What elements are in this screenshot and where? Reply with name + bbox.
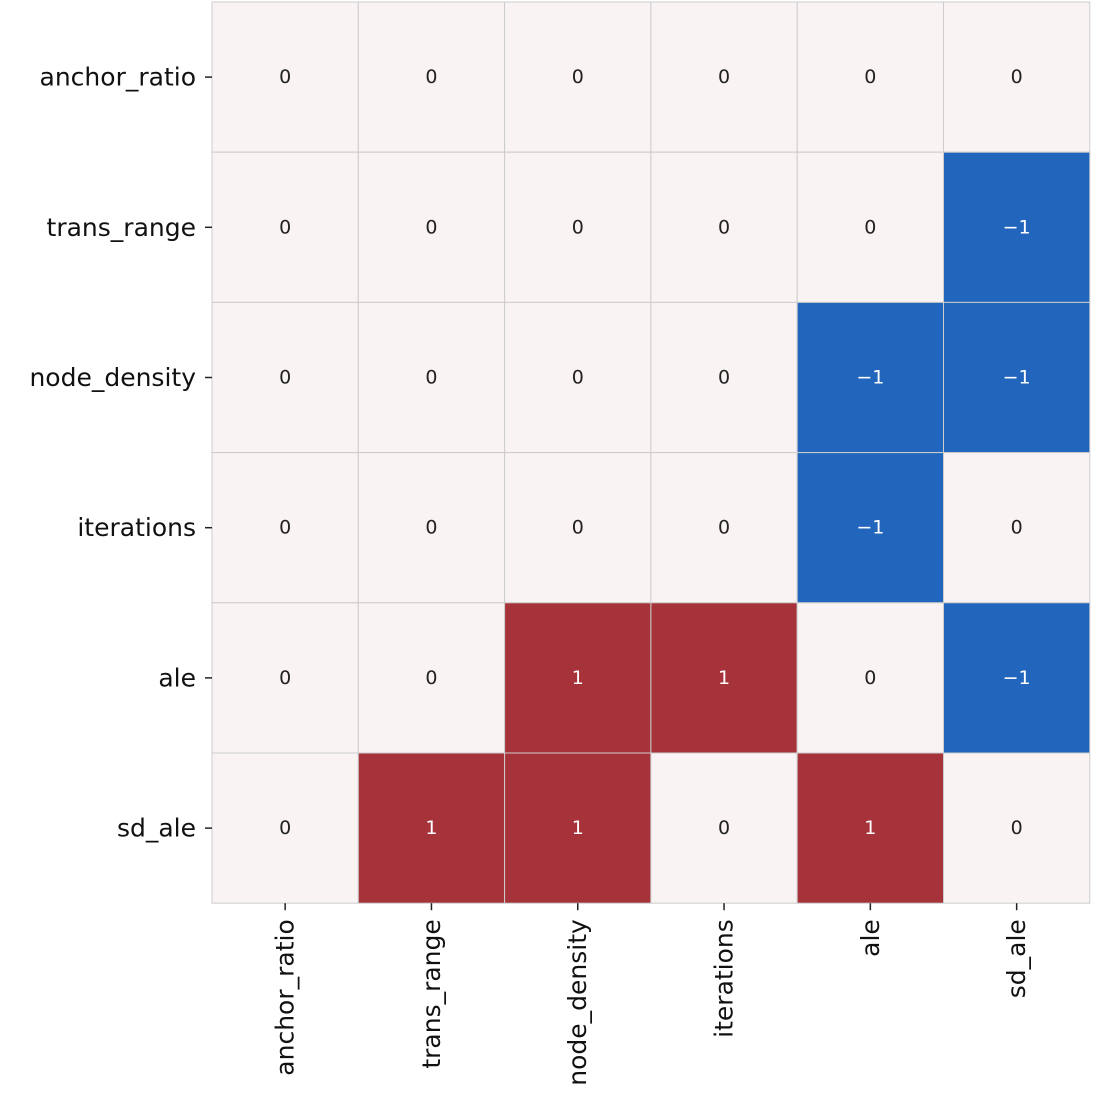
x-tick-label-0: anchor_ratio xyxy=(271,919,300,1075)
heatmap-cell-r3-c5 xyxy=(943,452,1091,604)
cell-value-r5-c4: 1 xyxy=(864,817,876,839)
cell-value-r4-c0: 0 xyxy=(279,667,291,689)
cell-value-r5-c5: 0 xyxy=(1011,817,1023,839)
cell-value-r4-c5: −1 xyxy=(1003,667,1031,689)
cell-value-r5-c2: 1 xyxy=(572,817,584,839)
cell-value-r3-c1: 0 xyxy=(425,517,437,539)
heatmap-cell-r5-c0 xyxy=(211,752,359,904)
y-tick-label-2: node_density xyxy=(29,363,196,392)
cell-value-r2-c1: 0 xyxy=(425,367,437,389)
heatmap-cell-r1-c0 xyxy=(211,151,359,303)
cell-value-r5-c0: 0 xyxy=(279,817,291,839)
cell-value-r2-c3: 0 xyxy=(718,367,730,389)
heatmap-cell-r2-c4 xyxy=(796,301,945,454)
y-axis: anchor_ratio trans_range node_densityitera… xyxy=(29,63,212,843)
x-axis: anchor_ratio trans_range node_density itera… xyxy=(271,903,1031,1086)
heatmap-cell-r3-c3 xyxy=(650,452,798,604)
heatmap-cell-r2-c1 xyxy=(357,301,506,454)
cell-value-r2-c0: 0 xyxy=(279,367,291,389)
heatmap-cell-r3-c1 xyxy=(357,452,506,604)
heatmap-cell-r1-c3 xyxy=(650,151,798,303)
heatmap-cell-r0-c0 xyxy=(211,1,359,153)
cell-value-r4-c4: 0 xyxy=(864,667,876,689)
cell-value-r0-c2: 0 xyxy=(572,66,584,88)
cell-value-r4-c3: 1 xyxy=(718,667,730,689)
heatmap-cell-r1-c5 xyxy=(943,151,1091,303)
heatmap-cell-r4-c4 xyxy=(796,602,945,754)
y-tick-label-4: ale xyxy=(158,663,196,692)
x-tick-label-5: sd_ale xyxy=(1002,919,1031,998)
cell-value-r1-c4: 0 xyxy=(864,216,876,238)
y-tick-label-3: iterations xyxy=(77,513,196,542)
cell-value-r1-c3: 0 xyxy=(718,216,730,238)
heatmap-cell-r5-c5 xyxy=(943,752,1091,904)
heatmap-cell-r2-c5 xyxy=(943,301,1091,454)
heatmap-cell-r5-c3 xyxy=(650,752,798,904)
cell-value-r1-c1: 0 xyxy=(425,216,437,238)
heatmap-cell-r0-c2 xyxy=(504,1,652,153)
cell-value-r4-c1: 0 xyxy=(425,667,437,689)
cell-value-r0-c1: 0 xyxy=(425,66,437,88)
heatmap-cell-r2-c0 xyxy=(211,301,359,454)
heatmap-cells: 0 0 0 0 0 0 0 0 0 0 0 −1 0 0 0 0 −1 −1 0 0 0 0 −1 0 0 0 1 1 0 −1 0 1 1 0 1… xyxy=(211,1,1091,904)
x-tick-label-1: trans_range xyxy=(417,919,446,1068)
heatmap-cell-r3-c2 xyxy=(504,452,652,604)
cell-value-r2-c2: 0 xyxy=(572,367,584,389)
cell-value-r1-c5: −1 xyxy=(1003,216,1031,238)
cell-value-r0-c3: 0 xyxy=(718,66,730,88)
cell-value-r4-c2: 1 xyxy=(572,667,584,689)
cell-value-r2-c4: −1 xyxy=(856,367,884,389)
heatmap-cell-r3-c4 xyxy=(796,452,945,604)
heatmap-cell-r2-c2 xyxy=(504,301,652,454)
heatmap-cell-r4-c0 xyxy=(211,602,359,754)
heatmap-cell-r0-c4 xyxy=(796,1,945,153)
x-tick-label-4: ale xyxy=(856,919,885,957)
cell-value-r3-c2: 0 xyxy=(572,517,584,539)
cell-value-r3-c0: 0 xyxy=(279,517,291,539)
heatmap-cell-r1-c1 xyxy=(357,151,506,303)
x-tick-label-3: iterations xyxy=(710,919,739,1038)
heatmap-cell-r0-c1 xyxy=(357,1,506,153)
cell-value-r1-c0: 0 xyxy=(279,216,291,238)
cell-value-r5-c1: 1 xyxy=(425,817,437,839)
cell-value-r0-c4: 0 xyxy=(864,66,876,88)
heatmap-cell-r0-c5 xyxy=(943,1,1091,153)
cell-value-r0-c5: 0 xyxy=(1011,66,1023,88)
cell-value-r3-c4: −1 xyxy=(856,517,884,539)
heatmap-cell-r0-c3 xyxy=(650,1,798,153)
cell-value-r3-c3: 0 xyxy=(718,517,730,539)
heatmap-cell-r4-c2 xyxy=(504,602,652,754)
heatmap-cell-r3-c0 xyxy=(211,452,359,604)
heatmap-cell-r2-c3 xyxy=(650,301,798,454)
cell-value-r5-c3: 0 xyxy=(718,817,730,839)
cell-value-r0-c0: 0 xyxy=(279,66,291,88)
cell-value-r2-c5: −1 xyxy=(1003,367,1031,389)
heatmap-cell-r4-c5 xyxy=(943,602,1091,754)
x-tick-label-2: node_density xyxy=(563,919,592,1086)
y-tick-label-0: anchor_ratio xyxy=(40,63,196,92)
cell-value-r1-c2: 0 xyxy=(572,216,584,238)
y-tick-label-1: trans_range xyxy=(47,213,196,242)
cell-value-r3-c5: 0 xyxy=(1011,517,1023,539)
y-tick-label-5: sd_ale xyxy=(117,814,196,843)
heatmap-cell-r5-c4 xyxy=(796,752,945,904)
heatmap-cell-r4-c3 xyxy=(650,602,798,754)
